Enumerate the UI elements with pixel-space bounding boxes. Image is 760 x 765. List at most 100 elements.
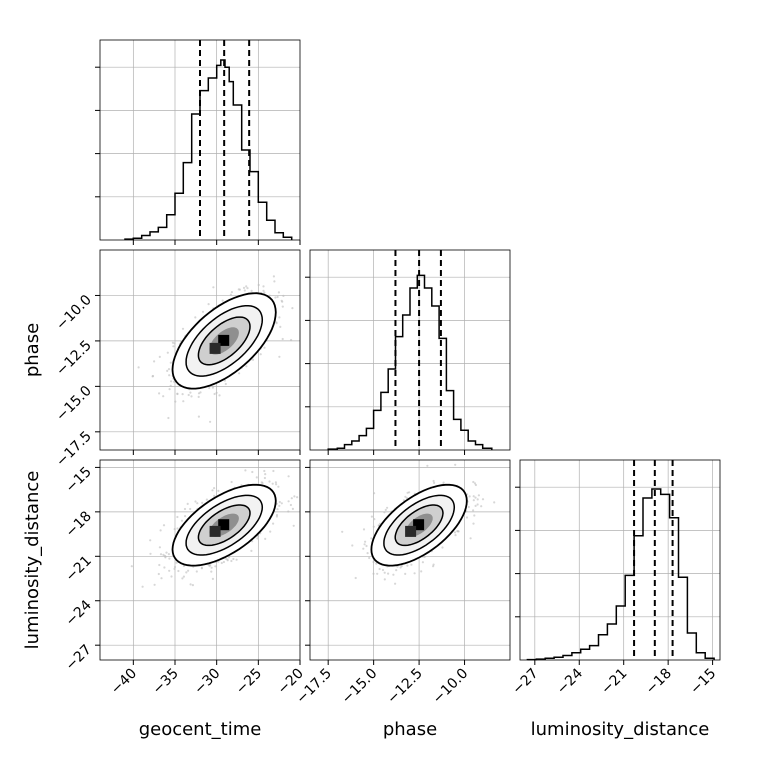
density-peak-cell [218,519,230,531]
scatter-point [442,481,445,484]
scatter-point [162,395,165,398]
y-tick-label: −15 [63,464,95,496]
scatter-point [426,464,429,467]
scatter-point [373,492,376,495]
histogram-phase [305,249,511,455]
y-tick-label: −17.5 [53,428,95,470]
panel-content [137,275,294,423]
y-tick-label: −24 [63,597,95,629]
y-axis-label-phase: phase [22,323,43,377]
scatter-point [454,534,457,537]
scatter-point [289,503,292,507]
scatter-point [476,498,479,501]
panel-frame [519,459,721,661]
scatter-point [354,576,357,580]
scatter-point [472,499,475,502]
x-axis-label-geocent_time: geocent_time [139,719,262,740]
scatter-point [167,416,170,420]
scatter-point [281,305,284,308]
scatter-point [218,394,221,397]
density-core [209,334,230,354]
scatter-point [456,530,459,533]
scatter-point [376,572,379,575]
y-tick-label: −12.5 [53,337,95,379]
scatter-point [245,365,248,368]
scatter-point [201,310,205,313]
scatter-point [221,299,224,302]
scatter-point [281,300,284,303]
scatter-point [250,549,253,553]
scatter-point [212,286,215,289]
scatter-point [372,572,375,575]
scatter-point [291,507,294,510]
scatter-point [472,495,475,498]
scatter-point [394,582,397,585]
scatter-point [235,558,238,561]
scatter-point [230,559,233,563]
scatter-point [262,289,265,292]
scatter-point [158,563,161,567]
scatter-point [163,554,166,557]
scatter-point [453,531,457,534]
scatter-point [246,287,249,290]
y-tick-label: −18 [63,508,95,540]
scatter-point [278,355,281,358]
scatter-point [166,351,169,354]
scatter-point [214,565,217,568]
scatter-point [208,386,211,390]
scatter-point [172,345,175,348]
scatter-point [279,325,282,328]
scatter-point [201,501,204,504]
x-tick-label: −27 [509,666,541,698]
contour-line [383,494,456,556]
scatter-point [474,504,477,507]
density-core [405,519,425,537]
scatter-point [207,303,210,306]
scatter-point [158,392,161,395]
scatter-point [474,483,477,487]
scatter-point [167,553,170,556]
scatter-point [181,393,184,396]
scatter-point [262,285,265,288]
scatter-point [189,507,192,511]
x-tick-label: −12.5 [384,666,426,708]
panel-frame [309,249,511,451]
scatter-point [168,557,171,560]
scatter-point [372,525,375,528]
scatter-point [168,388,171,391]
contour-line [197,504,251,547]
scatter-point [181,327,185,330]
scatter-point [215,391,218,394]
panel-frame [99,249,301,451]
scatter-point [189,391,192,394]
scatter-point [181,577,184,580]
x-tick-label: −15.0 [339,666,381,708]
scatter-point [287,510,290,513]
scatter-point [157,572,160,576]
scatter-point [230,480,233,484]
scatter-point [493,501,496,504]
scatter-point [211,386,214,389]
scatter-point [199,391,202,394]
scatter-point [474,496,477,499]
scatter-point [226,558,229,561]
scatter-point [210,570,213,573]
scatter-point [187,569,190,572]
scatter-point [263,469,266,473]
scatter-point [182,575,185,578]
scatter-point [263,476,266,480]
scatter-point [364,540,367,543]
scatter-point [420,570,423,573]
scatter-point [223,379,226,382]
scatter-point [392,573,395,576]
scatter-point [197,415,200,418]
panel-frame [99,39,301,241]
panel-content [130,469,299,588]
scatter-point [387,572,390,575]
x-tick-label: −10.0 [430,666,472,708]
scatter-point [173,380,176,383]
scatter-point [432,479,435,483]
scatter-point [477,494,480,497]
scatter-point [169,384,172,387]
scatter-point [222,560,225,564]
